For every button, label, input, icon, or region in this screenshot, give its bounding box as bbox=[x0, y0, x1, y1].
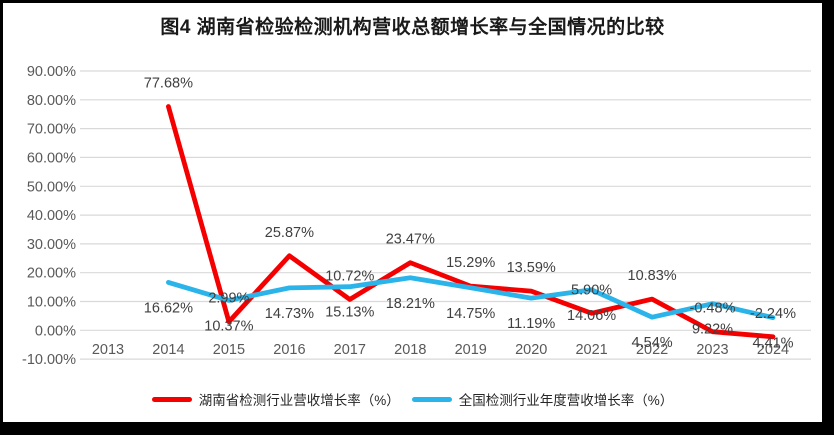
legend-item-national: 全国检测行业年度营收增长率（%） bbox=[411, 389, 674, 409]
x-axis-tick-label: 2020 bbox=[515, 342, 547, 358]
series-line-national bbox=[165, 275, 776, 321]
data-label-hunan: -0.48% bbox=[690, 301, 736, 317]
y-axis-tick-label: 60.00% bbox=[27, 150, 76, 166]
data-label-national: 11.19% bbox=[507, 316, 555, 332]
chart-canvas: 图4 湖南省检验检测机构营收总额增长率与全国情况的比较 90.00% 80.00%… bbox=[3, 3, 822, 422]
y-axis-tick-label: 0.00% bbox=[35, 323, 76, 339]
data-label-national: 4.41% bbox=[752, 336, 793, 352]
data-label-hunan: 5.90% bbox=[571, 282, 612, 298]
y-axis-tick-label: 90.00% bbox=[27, 64, 76, 80]
data-label-hunan: 2.99% bbox=[208, 291, 249, 307]
legend-swatch-national-line bbox=[411, 396, 452, 402]
x-axis-tick-label: 2014 bbox=[152, 342, 184, 358]
legend-label: 全国检测行业年度营收增长率（%） bbox=[458, 393, 674, 408]
y-axis-tick-label: 80.00% bbox=[27, 93, 76, 109]
data-label-hunan: 13.59% bbox=[507, 260, 556, 276]
chart-legend: 湖南省检测行业营收增长率（%） 全国检测行业年度营收增长率（%） bbox=[3, 389, 822, 409]
x-axis-tick-label: 2021 bbox=[575, 342, 607, 358]
data-label-national: 14.73% bbox=[265, 306, 314, 322]
data-label-national: 16.62% bbox=[144, 300, 193, 316]
data-label-national: 9.22% bbox=[692, 322, 733, 338]
x-axis-tick-label: 2013 bbox=[92, 342, 124, 358]
y-axis-tick-label: -10.00% bbox=[22, 352, 76, 368]
y-axis-tick-label: 20.00% bbox=[27, 266, 76, 282]
data-label-hunan: 10.83% bbox=[628, 268, 677, 284]
y-axis-tick-label: 70.00% bbox=[27, 122, 76, 138]
x-axis-tick-label: 2018 bbox=[394, 342, 426, 358]
x-axis-tick-label: 2024 bbox=[757, 342, 789, 358]
data-label-hunan: -2.24% bbox=[750, 306, 796, 322]
x-axis-tick-label: 2022 bbox=[636, 342, 668, 358]
data-label-national: 14.75% bbox=[446, 306, 495, 322]
x-axis-tick-label: 2019 bbox=[455, 342, 487, 358]
line-chart-plot: 90.00% 80.00% 70.00% 60.00% 50.00% 40.00% 30.0… bbox=[22, 64, 811, 368]
y-axis-tick-label: 10.00% bbox=[27, 295, 76, 311]
y-axis-tick-label: 40.00% bbox=[27, 208, 76, 224]
y-axis-tick-label: 50.00% bbox=[27, 179, 76, 195]
data-label-hunan: 25.87% bbox=[265, 225, 314, 241]
chart-title: 图4 湖南省检验检测机构营收总额增长率与全国情况的比较 bbox=[160, 17, 665, 38]
legend-label: 湖南省检测行业营收增长率（%） bbox=[198, 393, 400, 408]
x-axis-tick-label: 2017 bbox=[334, 342, 366, 358]
data-label-national: 10.37% bbox=[204, 318, 253, 334]
legend-item-hunan: 湖南省检测行业营收增长率（%） bbox=[151, 389, 400, 409]
y-axis-tick-label: 30.00% bbox=[27, 237, 76, 253]
data-label-national: 14.06% bbox=[567, 308, 616, 324]
x-axis-tick-label: 2016 bbox=[273, 342, 305, 358]
data-label-hunan: 10.72% bbox=[325, 268, 374, 284]
data-label-national: 18.21% bbox=[386, 296, 435, 312]
data-label-hunan: 23.47% bbox=[386, 232, 435, 248]
x-axis-tick-label: 2023 bbox=[696, 342, 728, 358]
data-label-hunan: 15.29% bbox=[446, 255, 495, 271]
data-label-national: 15.13% bbox=[325, 305, 374, 321]
series-line-hunan bbox=[165, 104, 776, 340]
data-label-national: 4.54% bbox=[632, 335, 673, 351]
legend-swatch-hunan-line bbox=[151, 396, 192, 402]
data-label-hunan: 77.68% bbox=[144, 76, 193, 92]
x-axis-tick-label: 2015 bbox=[213, 342, 245, 358]
